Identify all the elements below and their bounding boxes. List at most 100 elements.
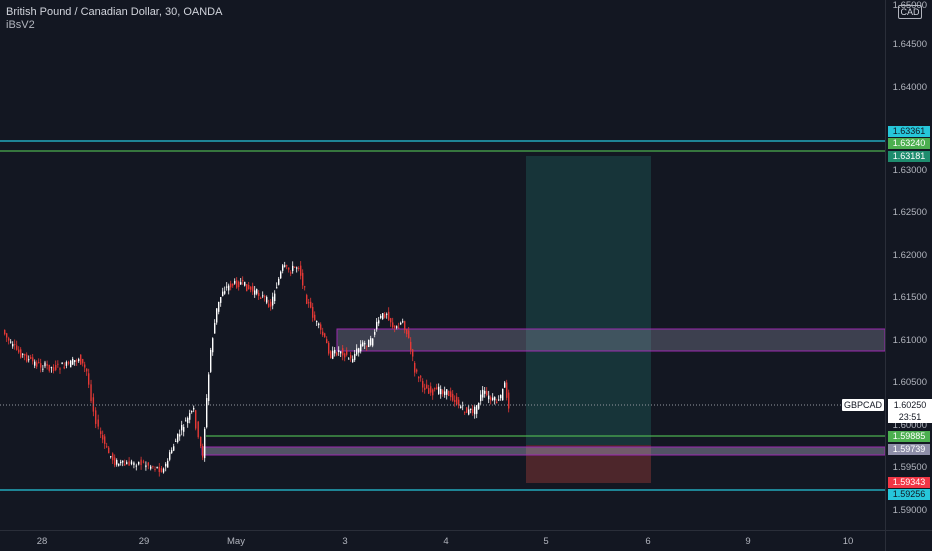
time-tick: 5 bbox=[543, 536, 549, 547]
candle-body bbox=[212, 338, 214, 353]
candle-body bbox=[326, 339, 328, 344]
candle-body bbox=[428, 388, 430, 394]
candle-body bbox=[120, 461, 122, 464]
candle-body bbox=[175, 440, 177, 442]
candle-body bbox=[340, 351, 342, 354]
level-tag-purple-low: 1.59739 bbox=[888, 444, 930, 455]
level-tag-cyan-low: 1.59256 bbox=[888, 489, 930, 500]
candle-body bbox=[20, 349, 22, 358]
candle-body bbox=[318, 323, 320, 326]
candle-body bbox=[173, 446, 175, 451]
candlestick-plot[interactable] bbox=[0, 0, 886, 530]
candle-body bbox=[191, 410, 193, 413]
price-tick: 1.63000 bbox=[892, 165, 927, 176]
candle-body bbox=[378, 320, 380, 324]
candle-body bbox=[356, 348, 358, 355]
candle-body bbox=[286, 265, 288, 267]
candle-body bbox=[292, 265, 294, 272]
candle-body bbox=[274, 293, 276, 302]
candle-body bbox=[330, 351, 332, 358]
candle-body bbox=[189, 413, 191, 420]
chart-area[interactable]: British Pound / Canadian Dollar, 30, OAN… bbox=[0, 0, 886, 530]
time-axis[interactable]: 28 29 May 3 4 5 6 9 10 bbox=[0, 530, 885, 551]
candle-body bbox=[370, 338, 372, 345]
candle-body bbox=[112, 453, 114, 461]
candle-body bbox=[374, 331, 376, 335]
candle-body bbox=[232, 283, 234, 286]
candle-body bbox=[392, 322, 394, 328]
candle-body bbox=[438, 386, 440, 394]
candle-body bbox=[171, 450, 173, 453]
candle-body bbox=[426, 384, 428, 389]
candle-body bbox=[40, 363, 42, 368]
candle-body bbox=[474, 406, 476, 415]
candle-body bbox=[464, 411, 466, 413]
candle-body bbox=[376, 321, 378, 330]
candle-body bbox=[422, 381, 424, 388]
candle-body bbox=[342, 348, 344, 356]
candle-body bbox=[496, 401, 498, 404]
candle-body bbox=[6, 333, 8, 338]
candle-body bbox=[410, 341, 412, 350]
candle-body bbox=[282, 265, 284, 271]
candle-body bbox=[508, 392, 510, 409]
candle-body bbox=[248, 285, 250, 290]
candle-body bbox=[456, 396, 458, 405]
candle-body bbox=[278, 278, 280, 285]
candle-body bbox=[76, 360, 78, 362]
candle-body bbox=[380, 315, 382, 318]
candle-body bbox=[220, 297, 222, 303]
currency-label[interactable]: CAD bbox=[898, 5, 922, 19]
candle-body bbox=[28, 359, 30, 361]
candle-body bbox=[268, 303, 270, 307]
price-tick: 1.64000 bbox=[892, 82, 927, 93]
candle-body bbox=[24, 354, 26, 356]
level-tag-cyan-top: 1.63361 bbox=[888, 126, 930, 137]
candle-body bbox=[202, 445, 204, 458]
candle-body bbox=[368, 340, 370, 347]
candle-body bbox=[260, 297, 262, 299]
candle-body bbox=[400, 322, 402, 325]
candle-body bbox=[18, 349, 20, 353]
candle-body bbox=[42, 368, 44, 370]
candle-body bbox=[187, 417, 189, 424]
candle-body bbox=[48, 364, 50, 371]
candle-body bbox=[210, 349, 212, 372]
candle-body bbox=[494, 397, 496, 401]
symbol-title[interactable]: British Pound / Canadian Dollar, 30, OAN… bbox=[6, 6, 223, 18]
target-zone bbox=[526, 156, 651, 445]
candle-body bbox=[350, 355, 352, 359]
level-tag-green-low: 1.59885 bbox=[888, 431, 930, 442]
candle-body bbox=[30, 357, 32, 359]
candle-body bbox=[44, 362, 46, 367]
candle-body bbox=[165, 463, 167, 467]
price-axis[interactable]: CAD 1.65000 1.64500 1.64000 1.63000 1.62… bbox=[885, 0, 932, 530]
candle-body bbox=[394, 325, 396, 328]
candle-body bbox=[222, 291, 224, 297]
price-tick: 1.64500 bbox=[892, 39, 927, 50]
candle-body bbox=[262, 295, 264, 297]
time-tick: 6 bbox=[645, 536, 651, 547]
indicator-label[interactable]: iBsV2 bbox=[6, 19, 35, 31]
candle-body bbox=[92, 397, 95, 412]
candle-body bbox=[130, 461, 133, 465]
candle-body bbox=[8, 338, 10, 341]
candle-body bbox=[396, 326, 398, 328]
candle-body bbox=[140, 459, 142, 465]
candle-body bbox=[488, 395, 490, 400]
candle-body bbox=[384, 314, 386, 318]
candle-body bbox=[306, 295, 308, 304]
candle-body bbox=[236, 280, 238, 288]
candle-body bbox=[128, 461, 130, 466]
candle-body bbox=[296, 267, 298, 269]
stop-zone bbox=[526, 445, 651, 483]
candle-body bbox=[116, 460, 118, 465]
candle-body bbox=[90, 384, 92, 402]
candle-body bbox=[414, 362, 416, 373]
candle-body bbox=[16, 345, 18, 350]
candle-body bbox=[162, 468, 165, 473]
candle-body bbox=[4, 329, 6, 335]
candle-body bbox=[360, 344, 362, 352]
candle-body bbox=[46, 364, 48, 366]
candle-body bbox=[388, 311, 390, 321]
